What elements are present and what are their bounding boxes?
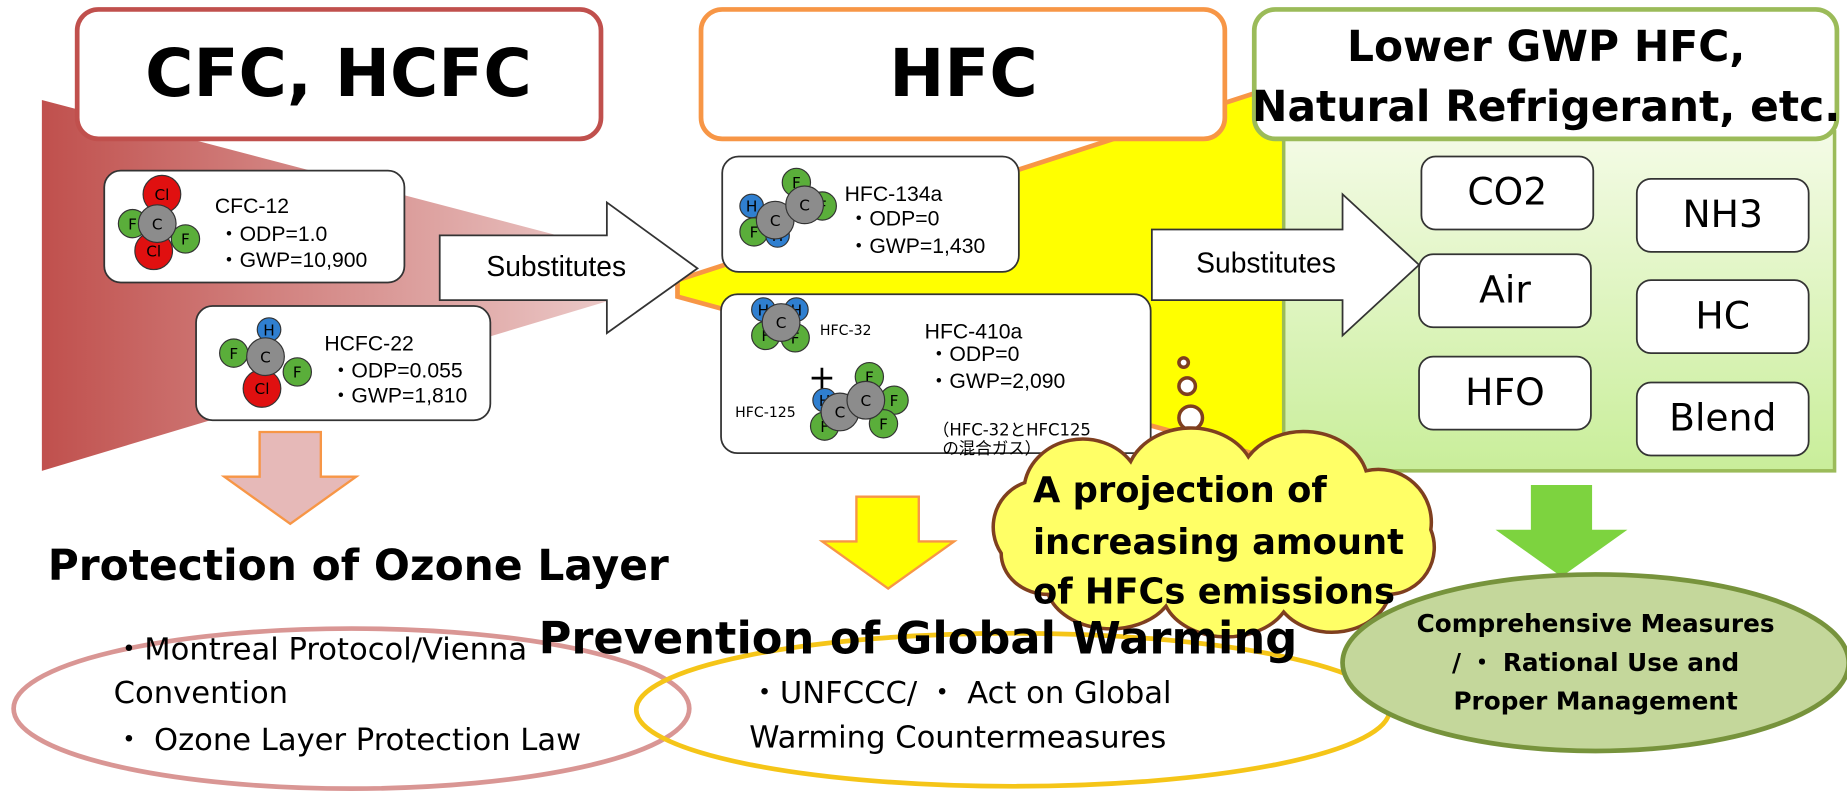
measure: Comprehensive Measures (1417, 609, 1775, 638)
measure: Warming Countermeasures (749, 721, 1166, 756)
title-box (74, 7, 604, 142)
measure: ・Montreal Protocol/Vienna (114, 632, 527, 667)
atom (761, 303, 801, 342)
alt-box (1418, 355, 1592, 431)
atom (846, 380, 886, 420)
atom-label: F (820, 418, 829, 436)
measure-ellipse (1340, 572, 1847, 754)
callout-text: of HFCs emissions (1033, 571, 1395, 612)
alt-box (1418, 253, 1592, 329)
molecules: ClClFFCHFFClCFFFHHCCHHFFCFFFFHCC (117, 167, 909, 441)
refrigerant-name: HCFC-22 (324, 332, 413, 355)
atom-label: F (293, 364, 302, 382)
measure-ellipse (11, 626, 692, 791)
refrigerant-prop: ・ODP=0 (928, 343, 1019, 366)
note: （HFC-32とHFC125 (933, 420, 1091, 439)
measure: / ・ Rational Use and (1452, 648, 1739, 677)
alt-label: HFO (1465, 370, 1545, 414)
atom-label: F (791, 330, 800, 348)
atom-label: F (865, 368, 874, 386)
measure: ・UNFCCC/ ・ Act on Global (749, 676, 1171, 711)
atom-label: C (776, 314, 787, 332)
bubble (1177, 404, 1205, 432)
atom (246, 337, 285, 377)
goal: Prevention of Global Warming (539, 612, 1298, 665)
atom-label: F (890, 392, 899, 410)
component-label: HFC-32 (820, 323, 872, 339)
atom-label: C (835, 404, 846, 422)
refrigerant-prop: ・GWP=1,430 (848, 235, 985, 258)
atom-label: F (792, 174, 801, 192)
refrigerant-prop: ・ODP=0 (848, 208, 939, 231)
title: Lower GWP HFC, (1347, 22, 1745, 71)
atom (868, 409, 899, 439)
atom-label: C (152, 215, 163, 233)
atom-label: H (758, 301, 770, 319)
alt-label: NH3 (1683, 192, 1763, 236)
alt-label: HC (1695, 293, 1750, 337)
alt-box (1420, 155, 1595, 231)
down-arrow (1495, 484, 1628, 577)
atom-label: F (181, 231, 190, 249)
substitute-arrow (438, 200, 700, 335)
refrigerant-name: CFC-12 (215, 195, 289, 218)
measure: Convention (114, 676, 288, 711)
measure: Proper Management (1453, 687, 1738, 716)
arrow-label: Substitutes (486, 250, 626, 282)
atom-label: C (260, 348, 271, 366)
refrigerant-prop: ・GWP=2,090 (928, 370, 1065, 393)
atom (137, 204, 177, 244)
measure: ・ Ozone Layer Protection Law (114, 723, 581, 758)
title-box (698, 7, 1228, 142)
alt-box (1635, 381, 1810, 457)
refrigerant-prop: ・GWP=1,810 (330, 384, 467, 407)
atom-label: F (229, 345, 238, 363)
callout-text: A projection of (1033, 470, 1327, 511)
title-box (1251, 7, 1840, 142)
title: Natural Refrigerant, etc. (1252, 82, 1840, 131)
refrigerant-name: HFC-410a (925, 321, 1023, 344)
title: CFC, HCFC (145, 35, 532, 112)
goal: Protection of Ozone Layer (48, 541, 669, 590)
arrow-label: Substitutes (1196, 246, 1336, 278)
bubble (1177, 376, 1198, 397)
alt-label: Air (1479, 267, 1531, 311)
note: の混合ガス） (942, 439, 1041, 458)
atom-label: C (770, 212, 781, 230)
atom-label: C (860, 392, 871, 410)
atom-label: F (750, 224, 759, 242)
atom-label: F (879, 415, 888, 433)
refrigerant-name: HFC-134a (845, 183, 943, 206)
refrigerant-prop: ・ODP=1.0 (218, 223, 327, 246)
down-arrow (818, 495, 958, 590)
atom-label: Cl (146, 242, 161, 260)
atom-label: C (799, 196, 810, 214)
atom-label: F (128, 215, 137, 233)
atom (282, 357, 313, 387)
alt-box (1635, 178, 1810, 253)
refrigerant-prop: ・GWP=10,900 (218, 249, 367, 272)
alt-label: CO2 (1467, 170, 1547, 214)
atom-label: H (746, 198, 758, 216)
atom (170, 224, 201, 254)
atom-label: Cl (154, 186, 169, 204)
refrigerant-prop: ・ODP=0.055 (330, 360, 462, 383)
substitute-arrow (1150, 192, 1421, 338)
atom-label: H (263, 321, 275, 339)
atom-label: H (791, 301, 803, 319)
atom (785, 185, 825, 225)
atom-label: F (761, 327, 770, 345)
atom-label: Cl (255, 380, 270, 398)
component-label: HFC-125 (735, 405, 796, 421)
cloud (991, 426, 1437, 639)
down-arrow (220, 430, 360, 526)
alt-label: Blend (1669, 396, 1776, 440)
bubble (1177, 356, 1191, 370)
alt-box (1635, 279, 1810, 355)
callout-text: increasing amount (1033, 522, 1404, 563)
title: HFC (889, 35, 1038, 112)
